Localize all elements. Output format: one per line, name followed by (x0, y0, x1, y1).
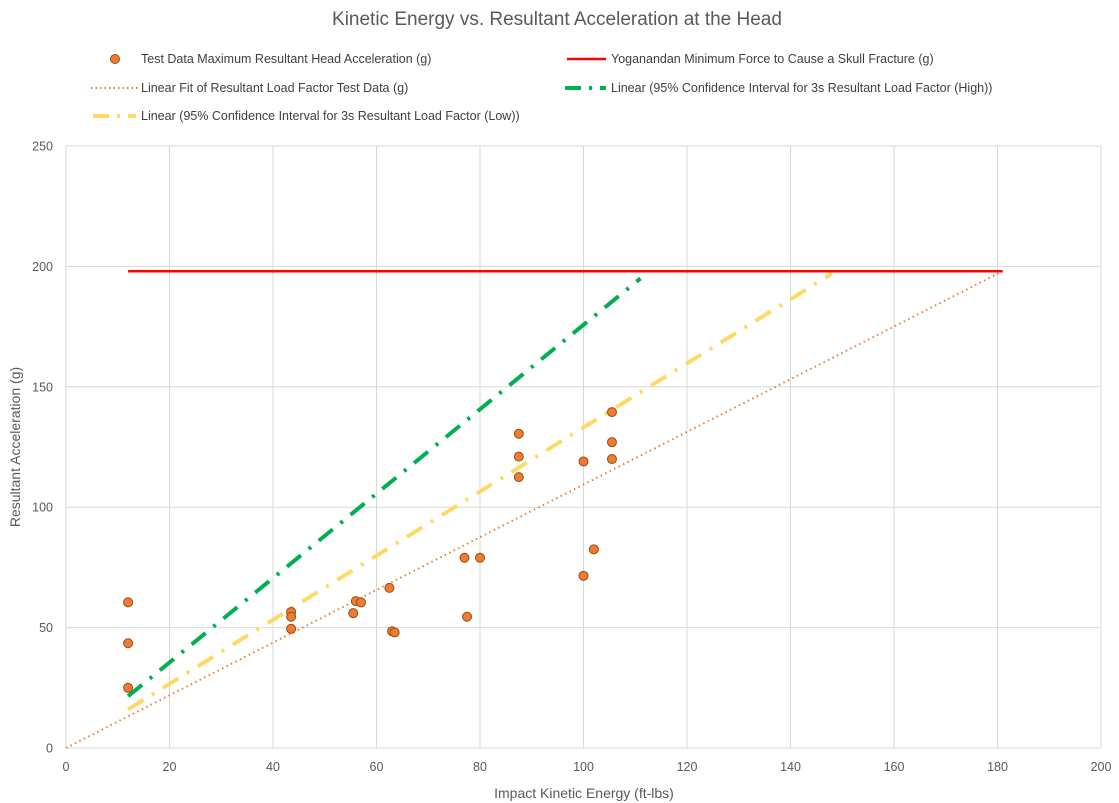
y-axis-ticks: 0 50 100 150 200 250 (32, 140, 53, 756)
data-point (513, 451, 524, 462)
x-tick-label: 0 (63, 760, 70, 774)
data-point (606, 454, 617, 465)
data-point (513, 472, 524, 483)
data-point (123, 638, 134, 649)
data-point (348, 608, 359, 619)
series-line-4 (127, 271, 833, 712)
x-axis-ticks: 0 20 40 60 80 100 120 140 160 180 200 (63, 760, 1112, 774)
legend-label-test-data: Test Data Maximum Resultant Head Acceler… (141, 52, 431, 66)
data-point (578, 456, 589, 467)
data-point (606, 407, 617, 418)
x-tick-label: 120 (677, 760, 698, 774)
y-axis-label: Resultant Acceleration (g) (7, 367, 23, 527)
data-point (475, 552, 485, 563)
data-point (286, 611, 297, 622)
data-point (389, 627, 400, 638)
x-tick-label: 180 (987, 760, 1008, 774)
x-tick-label: 100 (573, 760, 594, 774)
grid (65, 145, 1102, 749)
x-axis-label: Impact Kinetic Energy (ft-lbs) (494, 785, 674, 801)
legend-label-linear-fit: Linear Fit of Resultant Load Factor Test… (141, 81, 408, 95)
data-point (578, 570, 589, 581)
x-tick-label: 80 (473, 760, 487, 774)
data-point (123, 597, 134, 608)
data-point (462, 611, 473, 622)
legend-item-ci-low: Linear (95% Confidence Interval for 3s R… (93, 109, 520, 123)
x-tick-label: 160 (884, 760, 905, 774)
x-tick-label: 20 (163, 760, 177, 774)
legend-item-ci-high: Linear (95% Confidence Interval for 3s R… (565, 81, 992, 95)
chart-title: Kinetic Energy vs. Resultant Acceleratio… (332, 9, 782, 30)
data-point (459, 552, 470, 563)
x-tick-label: 40 (266, 760, 280, 774)
legend-item-yoganandan: Yoganandan Minimum Force to Cause a Skul… (567, 52, 934, 66)
legend-label-yoganandan: Yoganandan Minimum Force to Cause a Skul… (611, 52, 934, 66)
x-tick-label: 60 (370, 760, 384, 774)
y-tick-label: 100 (32, 501, 53, 515)
x-tick-label: 140 (780, 760, 801, 774)
y-tick-label: 0 (46, 742, 53, 756)
x-tick-label: 200 (1091, 760, 1112, 774)
y-tick-label: 50 (39, 621, 53, 635)
legend-item-linear-fit: Linear Fit of Resultant Load Factor Test… (91, 81, 408, 95)
legend-label-ci-low: Linear (95% Confidence Interval for 3s R… (141, 109, 520, 123)
legend-swatch-test-data (110, 54, 120, 64)
legend: Test Data Maximum Resultant Head Acceler… (91, 52, 992, 123)
series-line-3 (126, 276, 642, 698)
plot-area (65, 269, 1004, 749)
data-point (384, 582, 395, 593)
legend-label-ci-high: Linear (95% Confidence Interval for 3s R… (611, 81, 992, 95)
y-tick-label: 200 (32, 260, 53, 274)
y-tick-label: 250 (32, 140, 53, 154)
data-point (355, 597, 366, 608)
series-line-2 (65, 270, 1004, 749)
data-point (513, 428, 524, 439)
data-point (588, 544, 599, 555)
data-point (286, 623, 297, 634)
data-point (123, 682, 134, 693)
y-tick-label: 150 (32, 380, 53, 394)
legend-item-test-data: Test Data Maximum Resultant Head Acceler… (110, 52, 431, 66)
data-point (606, 437, 617, 448)
